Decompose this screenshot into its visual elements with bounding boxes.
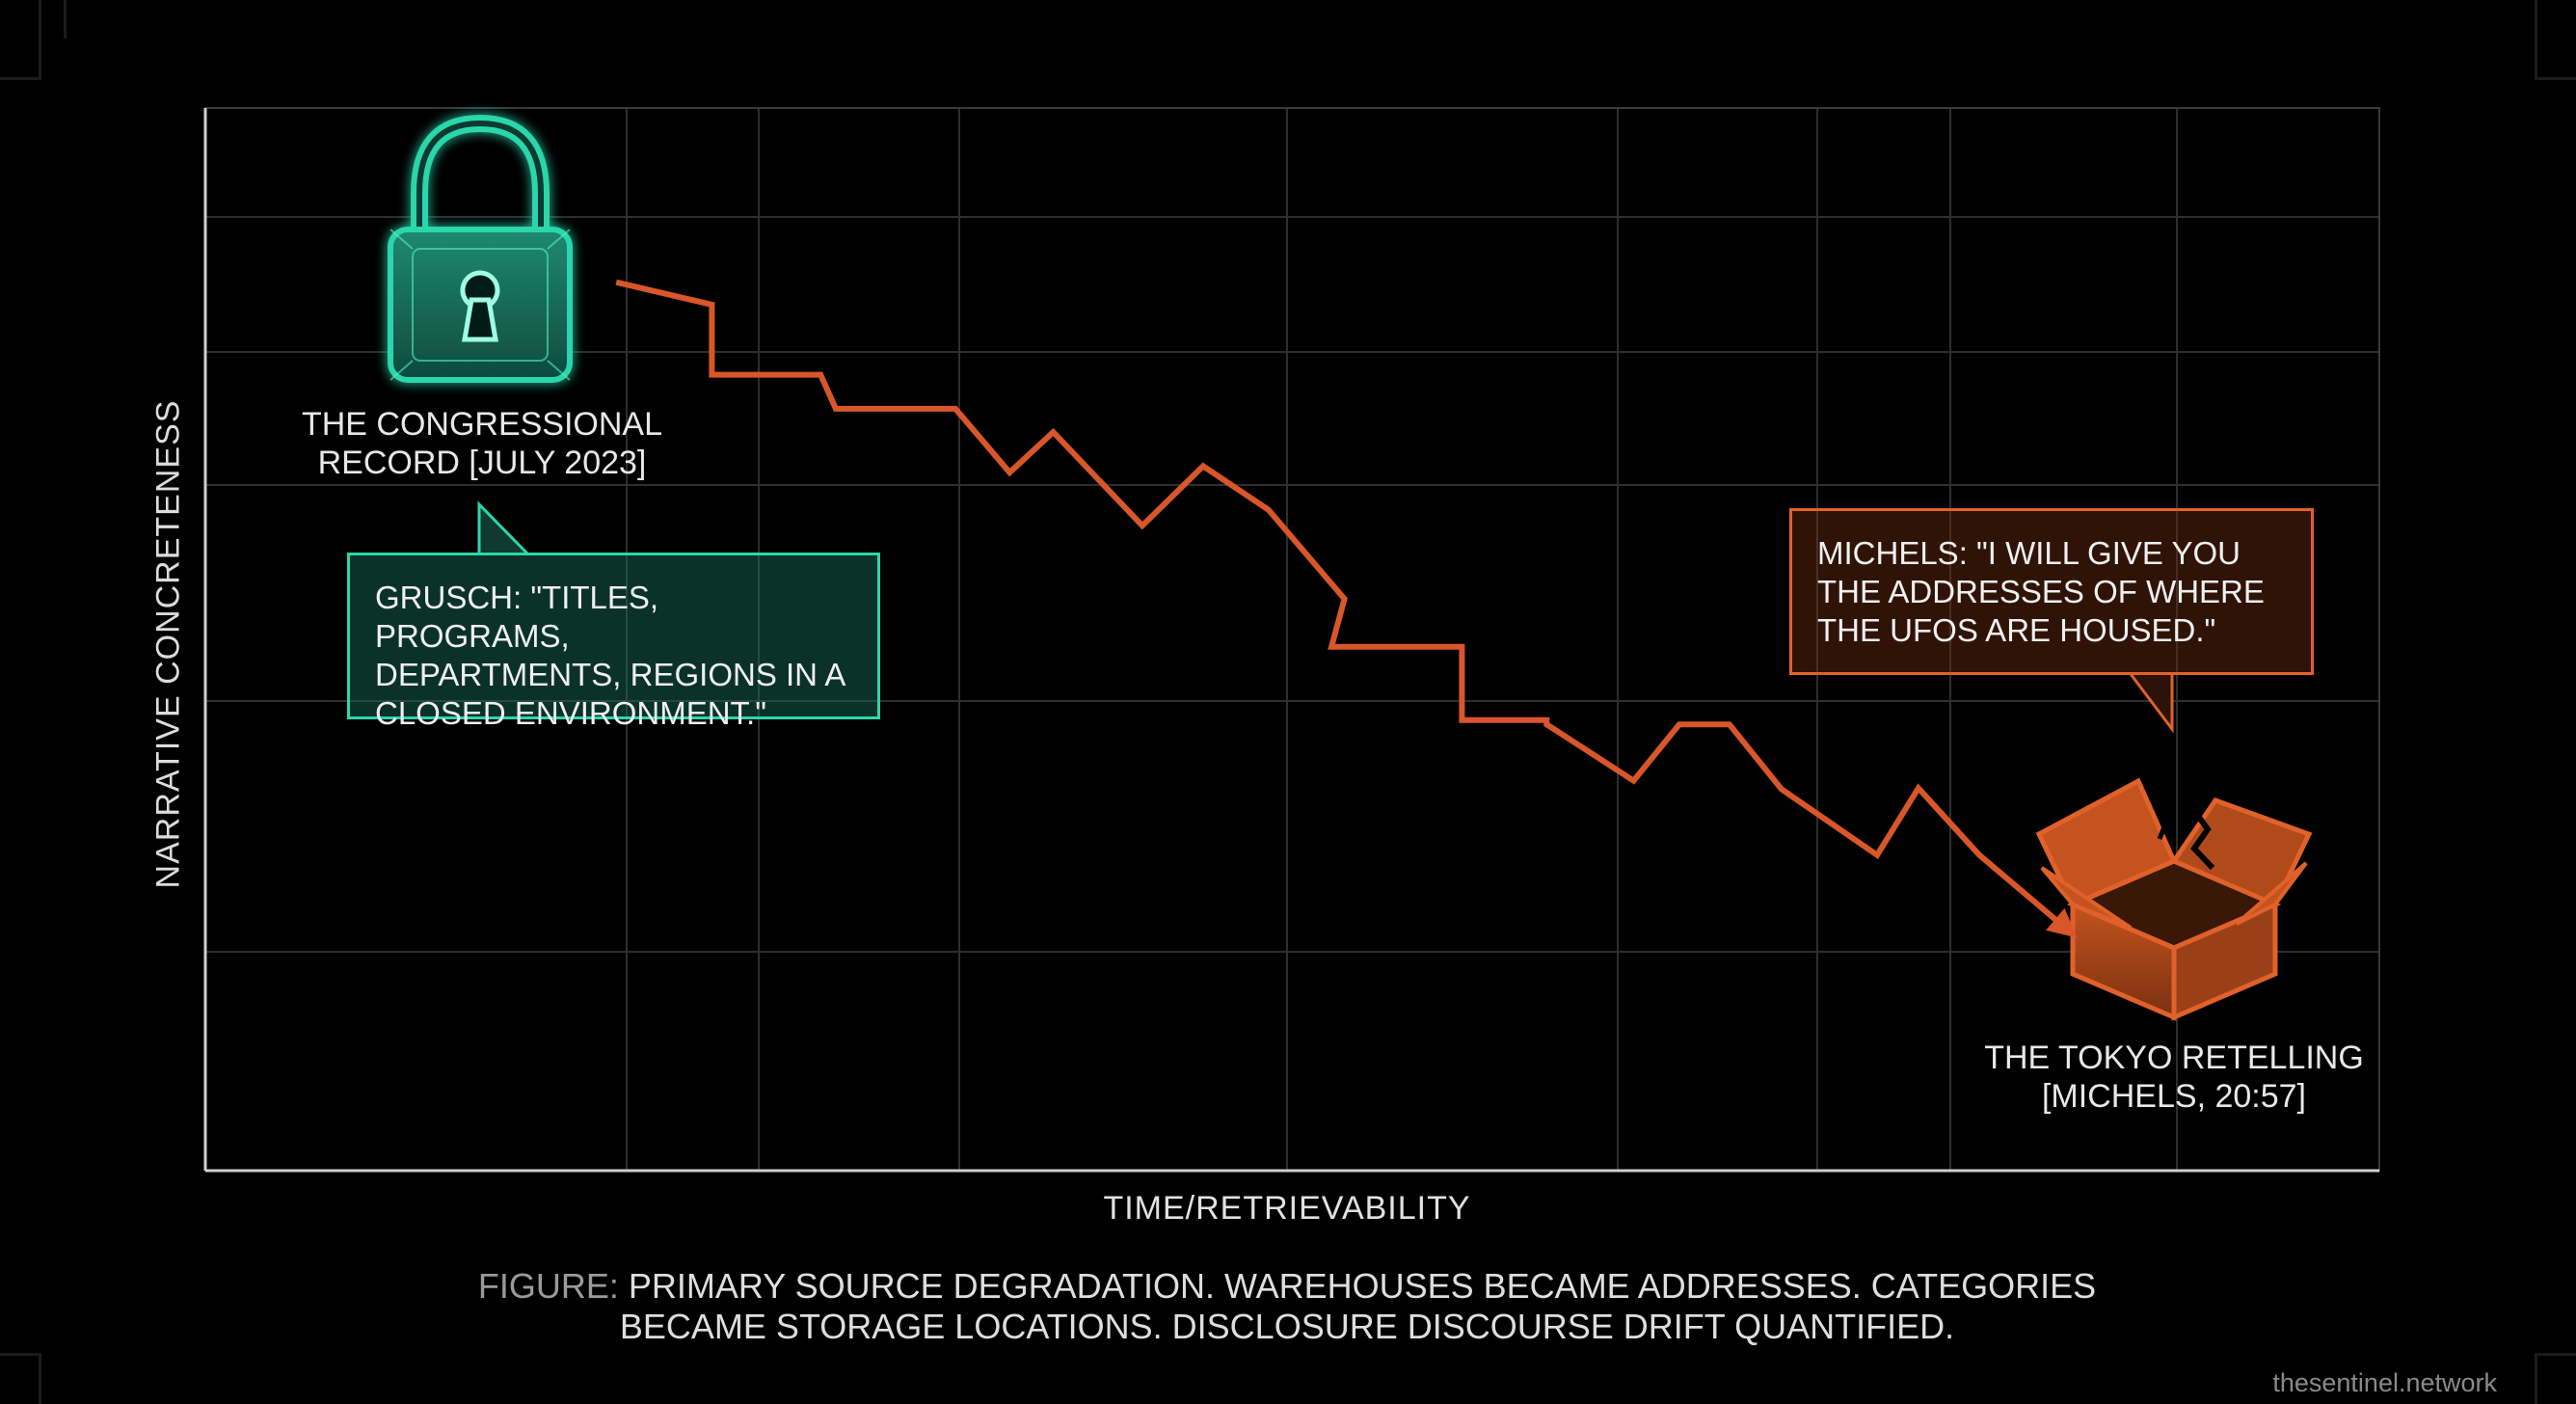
- grusch-quote-callout: GRUSCH: "TITLES, PROGRAMS, DEPARTMENTS, …: [347, 553, 880, 731]
- michels-callout-tail: [2129, 673, 2174, 734]
- y-axis-label: NARRATIVE CONCRETENESS: [149, 399, 187, 889]
- end-label-line: [MICHELS, 20:57]: [2041, 1078, 2306, 1115]
- start-label-line: RECORD [JULY 2023]: [317, 445, 647, 481]
- corner-bracket: [0, 0, 41, 80]
- michels-quote-line: THE ADDRESSES OF WHERE: [1817, 574, 2265, 609]
- grusch-quote-line: DEPARTMENTS, REGIONS IN A: [375, 657, 846, 692]
- series-line-degradation: [615, 279, 2078, 938]
- caption-line: PRIMARY SOURCE DEGRADATION. WAREHOUSES B…: [628, 1266, 2097, 1306]
- grusch-quote-line: GRUSCH: "TITLES, PROGRAMS,: [375, 580, 659, 654]
- grid-lines: [205, 108, 2379, 1171]
- corner-bracket: [2535, 0, 2576, 80]
- grusch-callout-tail: [477, 500, 530, 556]
- site-watermark: thesentinel.network: [2272, 1368, 2497, 1397]
- michels-quote-line: MICHELS: "I WILL GIVE YOU: [1817, 535, 2241, 571]
- michels-quote-line: THE UFOS ARE HOUSED.": [1817, 612, 2216, 648]
- michels-quote-callout: MICHELS: "I WILL GIVE YOU THE ADDRESSES …: [1789, 508, 2314, 675]
- padlock-icon: [388, 114, 573, 383]
- corner-bracket: [64, 0, 67, 39]
- start-point-label: THE CONGRESSIONAL RECORD [JULY 2023]: [284, 405, 680, 482]
- x-axis-label: TIME/RETRIEVABILITY: [1103, 1190, 1471, 1227]
- corner-bracket: [2535, 1353, 2576, 1404]
- figure-caption: FIGURE: PRIMARY SOURCE DEGRADATION. WARE…: [468, 1266, 2106, 1347]
- corner-bracket: [0, 1353, 41, 1404]
- caption-line: BECAME STORAGE LOCATIONS. DISCLOSURE DIS…: [619, 1307, 1955, 1346]
- end-point-label: THE TOKYO RETELLING [MICHELS, 20:57]: [1957, 1039, 2391, 1116]
- caption-lead: FIGURE:: [477, 1266, 619, 1306]
- end-label-line: THE TOKYO RETELLING: [1984, 1040, 2364, 1076]
- broken-open-box-icon: [2035, 777, 2313, 1021]
- start-label-line: THE CONGRESSIONAL: [301, 406, 663, 443]
- grusch-quote-line: CLOSED ENVIRONMENT.": [375, 695, 766, 731]
